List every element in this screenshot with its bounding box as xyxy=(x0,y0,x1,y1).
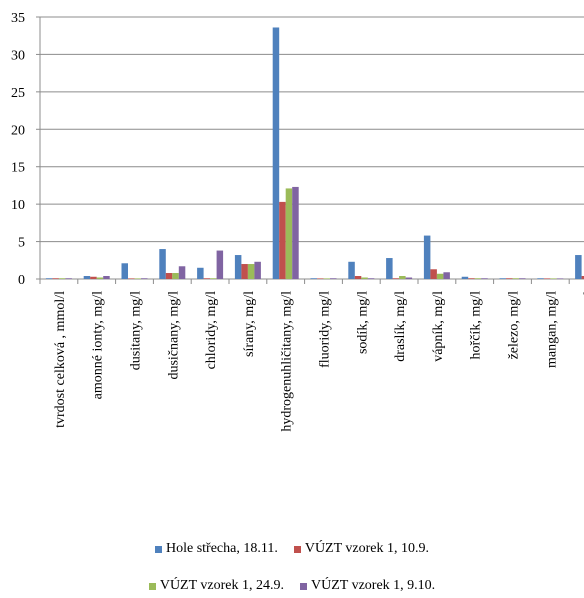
y-tick-label: 10 xyxy=(11,198,25,213)
bar xyxy=(65,278,72,279)
bar xyxy=(103,276,110,279)
legend-swatch xyxy=(154,545,162,553)
bar xyxy=(165,273,173,279)
bar xyxy=(481,278,488,279)
x-tick-label: draslík, mg/l xyxy=(393,291,408,362)
bar xyxy=(474,278,482,279)
legend-item-vuzt-9-10: VÚZT vzorek 1, 9.10. xyxy=(300,578,435,594)
bar xyxy=(134,278,141,279)
bar xyxy=(405,277,413,279)
bar xyxy=(386,258,393,279)
x-tick-label: hydrogenuhličitany, mg/l xyxy=(280,291,295,432)
legend-label: Hole střecha, 18.11. xyxy=(165,541,278,556)
bar xyxy=(285,188,293,279)
x-tick-label: železo, mg/l xyxy=(507,291,522,360)
x-tick-label: CHSK-Mn, mg/l xyxy=(582,291,584,385)
y-tick-label: 30 xyxy=(11,48,25,63)
y-tick-label: 5 xyxy=(18,236,25,251)
bar xyxy=(354,276,362,279)
legend-row-2: VÚZT vzorek 1, 24.9. VÚZT vzorek 1, 9.10… xyxy=(0,578,584,594)
x-tick-label: chloridy, mg/l xyxy=(204,291,219,370)
bar xyxy=(83,276,91,279)
bar xyxy=(348,261,355,279)
x-tick-label: dusitany, mg/l xyxy=(129,291,144,370)
legend-swatch xyxy=(300,582,307,590)
x-tick-label: sodík, mg/l xyxy=(355,291,370,354)
y-tick-label: 25 xyxy=(11,86,25,101)
bar xyxy=(399,276,406,279)
bar xyxy=(543,278,551,279)
y-tick-label: 15 xyxy=(11,161,25,176)
legend-label: VÚZT vzorek 1, 9.10. xyxy=(311,578,436,593)
bar xyxy=(519,278,526,279)
legend-label: VÚZT vzorek 1, 10.9. xyxy=(304,541,429,556)
legend-swatch xyxy=(148,582,156,590)
bar xyxy=(550,278,557,279)
legend-label: VÚZT vzorek 1, 24.9. xyxy=(159,578,284,593)
x-tick-label: tvrdost celková , mmol/l xyxy=(53,291,68,428)
bar xyxy=(241,264,248,279)
bar xyxy=(292,186,299,279)
bar xyxy=(430,269,437,279)
bar xyxy=(279,201,286,279)
bar xyxy=(468,278,475,279)
legend-item-vuzt-24-9: VÚZT vzorek 1, 24.9. xyxy=(148,578,284,594)
bar xyxy=(234,255,242,279)
bar xyxy=(423,235,431,279)
y-tick-label: 0 xyxy=(18,273,25,288)
bar xyxy=(581,276,584,279)
bar xyxy=(512,278,519,279)
x-tick-label: mangan, mg/l xyxy=(544,291,559,368)
bar xyxy=(537,278,544,279)
x-tick-label: hořčík, mg/l xyxy=(469,291,484,360)
bar xyxy=(216,250,224,279)
bar xyxy=(272,27,280,280)
bar xyxy=(197,267,204,279)
bar xyxy=(499,278,506,279)
bar xyxy=(128,278,135,279)
legend-item-vuzt-10-9: VÚZT vzorek 1, 10.9. xyxy=(293,541,429,557)
legend-swatch xyxy=(293,545,301,553)
x-tick-label: sírany, mg/l xyxy=(242,291,257,357)
bar xyxy=(436,273,444,279)
bar xyxy=(310,278,317,279)
x-tick-label: amonné ionty, mg/l xyxy=(91,291,106,399)
bar xyxy=(556,278,564,279)
bar xyxy=(461,276,469,279)
bar xyxy=(330,278,337,279)
bar xyxy=(443,272,450,279)
legend-item-hole-strecha: Hole střecha, 18.11. xyxy=(154,541,278,557)
bar xyxy=(141,278,148,279)
bar xyxy=(90,276,97,279)
bar xyxy=(96,277,104,279)
bar xyxy=(159,249,166,279)
bar xyxy=(317,278,324,279)
legend-row-1: Hole střecha, 18.11. VÚZT vzorek 1, 10.9… xyxy=(0,541,584,557)
bar xyxy=(58,278,66,279)
bar xyxy=(178,266,186,279)
x-tick-label: dusičnany, mg/l xyxy=(166,291,181,380)
bar-chart: 0 5 10 15 20 25 30 35 tvrdost celková , mmol/l am… xyxy=(11,11,584,432)
bar xyxy=(52,278,59,279)
bar xyxy=(323,278,330,279)
y-tick-label: 35 xyxy=(11,11,25,26)
bar xyxy=(367,278,375,279)
bar xyxy=(575,255,582,279)
bar xyxy=(247,264,255,279)
bar xyxy=(203,278,211,279)
bar xyxy=(361,277,368,279)
x-tick-label: fluoridy, mg/l xyxy=(318,291,333,368)
bar xyxy=(45,278,53,279)
bar xyxy=(506,278,513,279)
bar xyxy=(172,273,179,279)
bar xyxy=(254,261,261,279)
bar xyxy=(210,278,217,279)
x-tick-label: vápník, mg/l xyxy=(431,291,446,362)
bar xyxy=(392,278,400,279)
y-tick-label: 20 xyxy=(11,123,25,138)
bar xyxy=(121,263,128,279)
